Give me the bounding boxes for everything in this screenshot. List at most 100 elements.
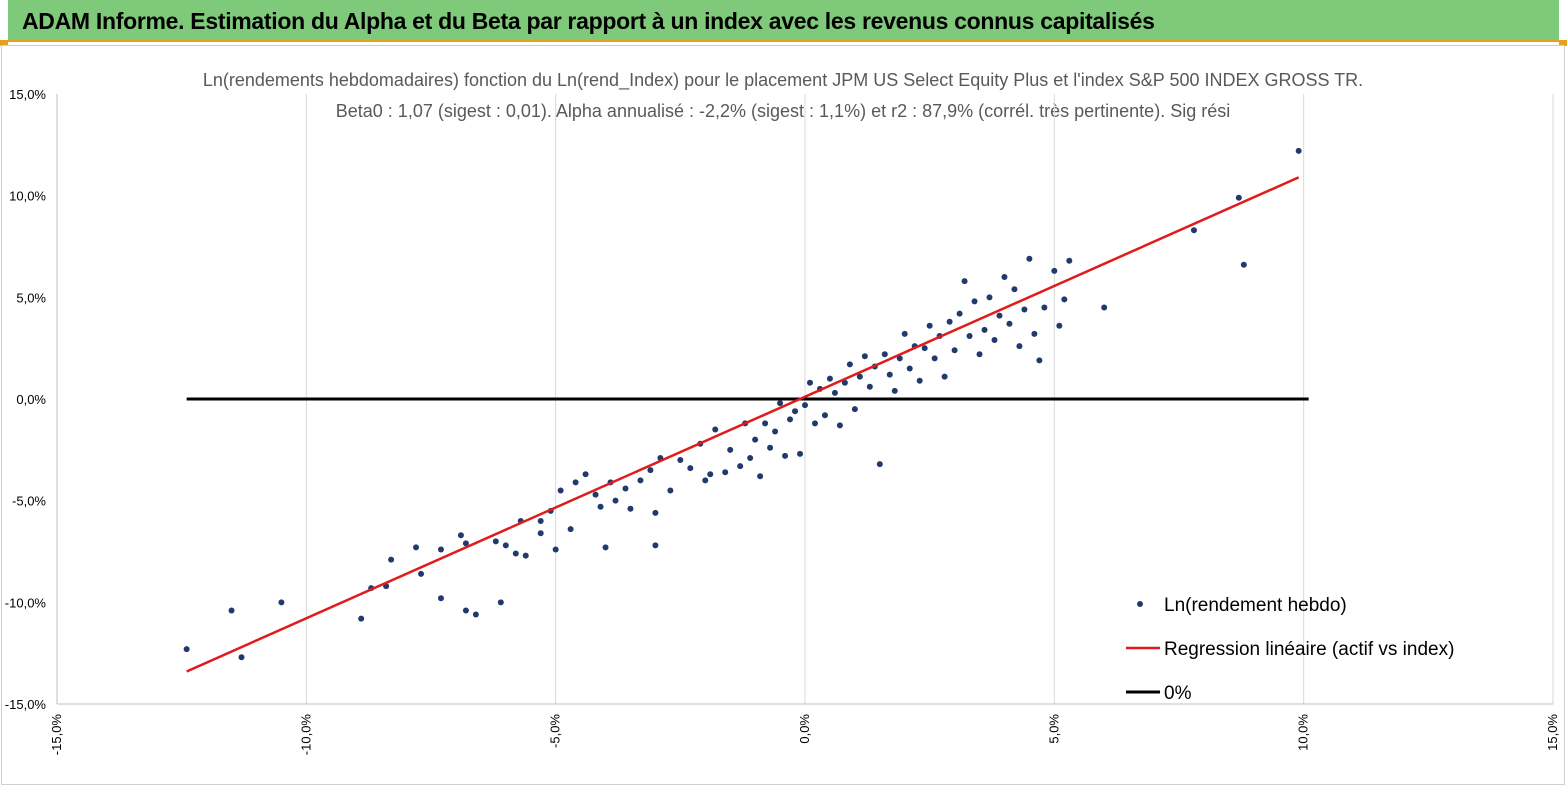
data-point: [826, 375, 833, 382]
data-point: [413, 544, 420, 551]
data-point: [787, 416, 794, 423]
data-point: [1061, 296, 1068, 303]
data-point: [1056, 322, 1063, 329]
data-point: [652, 542, 659, 549]
data-point: [472, 611, 479, 618]
banner-edge-right: [1559, 40, 1567, 46]
data-point: [1036, 357, 1043, 364]
data-point: [712, 426, 719, 433]
data-point: [537, 518, 544, 524]
legend-label-regression: Regression linéaire (actif vs index): [1164, 639, 1454, 660]
y-tick-label: -15,0%: [5, 697, 47, 712]
data-point: [986, 294, 993, 301]
data-point: [976, 351, 983, 358]
data-point: [762, 420, 769, 427]
data-point: [846, 361, 853, 368]
data-point: [592, 491, 599, 498]
data-point: [537, 530, 544, 537]
data-point: [552, 546, 559, 553]
data-point: [782, 452, 789, 459]
data-point: [722, 469, 729, 476]
y-tick-label: 5,0%: [16, 290, 46, 305]
data-point: [557, 487, 564, 494]
data-point: [388, 556, 395, 563]
data-point: [462, 540, 469, 547]
y-tick-label: 15,0%: [9, 87, 46, 102]
data-point: [1031, 330, 1038, 337]
data-point: [916, 377, 923, 384]
report-title: ADAM Informe. Estimation du Alpha et du …: [22, 8, 1155, 34]
data-point: [981, 326, 988, 333]
x-tick-label: -15,0%: [49, 714, 64, 756]
chart-title-line1: Ln(rendements hebdomadaires) fonction du…: [203, 70, 1363, 91]
data-point: [622, 485, 629, 492]
banner-edge-left: [0, 40, 8, 46]
x-tick-label: 5,0%: [1046, 714, 1061, 744]
data-point: [1066, 257, 1073, 264]
data-point: [1240, 261, 1247, 268]
data-point: [891, 387, 898, 394]
data-point: [777, 400, 784, 407]
data-point: [821, 412, 828, 419]
data-point: [597, 503, 604, 510]
data-point: [602, 544, 609, 551]
data-point: [652, 509, 659, 516]
data-point: [797, 450, 804, 457]
data-point: [856, 373, 863, 380]
data-point: [831, 389, 838, 396]
data-point: [806, 379, 813, 386]
data-point: [572, 479, 579, 486]
y-tick-label: -10,0%: [5, 595, 47, 610]
data-point: [792, 408, 799, 415]
y-tick-label: 10,0%: [9, 189, 46, 204]
data-point: [1190, 227, 1197, 234]
data-point: [707, 471, 714, 478]
data-point: [991, 337, 998, 344]
data-point: [971, 298, 978, 305]
data-point: [1006, 320, 1013, 327]
legend-label-points: Ln(rendement hebdo): [1164, 595, 1347, 616]
data-point: [851, 406, 858, 413]
data-point: [1235, 194, 1242, 201]
data-point: [512, 550, 519, 557]
data-point: [522, 552, 529, 559]
data-point: [886, 371, 893, 378]
data-point: [866, 383, 873, 390]
data-point: [906, 365, 913, 372]
data-point: [961, 278, 968, 285]
legend-label-zero: 0%: [1164, 683, 1192, 704]
x-tick-label: -10,0%: [298, 714, 313, 756]
legend-marker-points: [1137, 601, 1143, 607]
y-tick-labels: 15,0% 10,0% 5,0% 0,0% -5,0% -10,0% -15,0%: [5, 87, 47, 712]
chart-frame: [1, 45, 1565, 785]
data-point: [811, 420, 818, 427]
data-point: [861, 353, 868, 360]
data-point: [921, 345, 928, 352]
data-point: [1041, 304, 1048, 311]
data-point: [737, 463, 744, 470]
data-point: [1021, 306, 1028, 313]
data-point: [582, 471, 589, 478]
data-point: [1016, 343, 1023, 350]
data-point: [502, 542, 509, 549]
data-point: [946, 318, 953, 325]
data-point: [228, 607, 235, 614]
data-point: [702, 477, 709, 484]
data-point: [437, 546, 444, 553]
data-point: [627, 505, 634, 512]
data-point: [687, 465, 694, 472]
data-point: [802, 402, 808, 409]
data-point: [926, 322, 933, 329]
data-point: [881, 351, 888, 358]
data-point: [747, 454, 754, 461]
data-point: [1026, 255, 1033, 262]
data-point: [183, 646, 190, 653]
chart-title-line2: Beta0 : 1,07 (sigest : 0,01). Alpha annu…: [336, 101, 1230, 121]
regression-line-layer: [186, 176, 1300, 673]
data-point: [752, 436, 759, 443]
data-point: [896, 355, 903, 362]
data-point: [677, 457, 684, 463]
data-point: [966, 332, 973, 339]
data-point: [757, 473, 764, 480]
x-tick-labels: -15,0% -10,0% -5,0% 0,0% 5,0% 10,0% 15,0%: [49, 714, 1560, 756]
